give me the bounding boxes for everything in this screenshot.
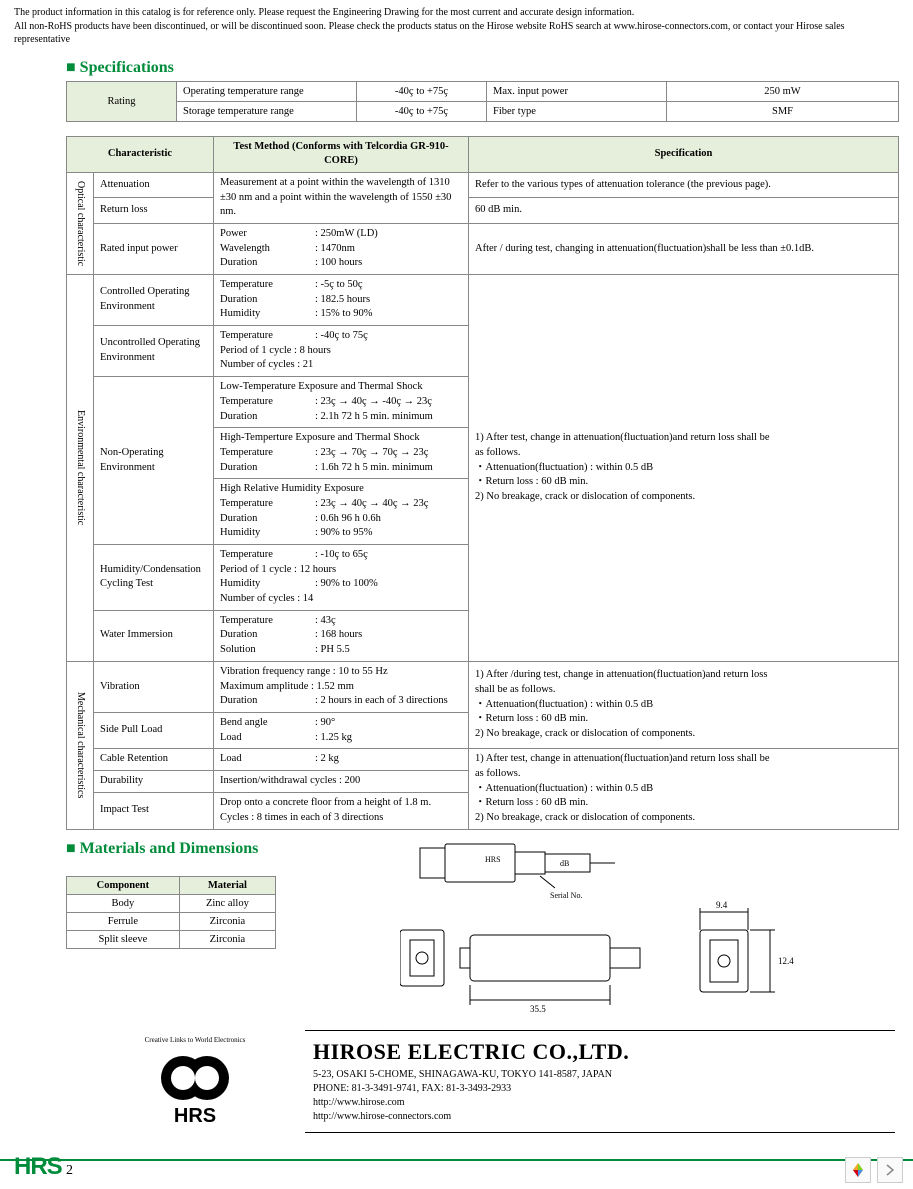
mat-component: Split sleeve xyxy=(67,930,180,948)
dimensions-drawing: HRS dB Serial No. 35.5 9.4 12.4 xyxy=(400,840,880,1020)
company-url: http://www.hirose-connectors.com xyxy=(313,1110,895,1124)
hrs-logo-graphic: Creative Links to World Electronics HRS xyxy=(130,1030,260,1133)
characteristics-table: Characteristic Test Method (Conforms wit… xyxy=(66,136,899,830)
col-header: Component xyxy=(67,876,180,894)
company-address: 5-23, OSAKI 5-CHOME, SHINAGAWA-KU, TOKYO… xyxy=(313,1068,895,1082)
svg-text:12.4: 12.4 xyxy=(778,956,794,966)
mat-component: Ferrule xyxy=(67,912,180,930)
row-label: Non-Operating Environment xyxy=(94,377,214,545)
test-method: Insertion/withdrawal cycles : 200 xyxy=(214,771,469,793)
specification: 60 dB min. xyxy=(469,198,899,224)
rating-label: Operating temperature range xyxy=(177,81,357,101)
test-method: Load: 2 kg xyxy=(214,749,469,771)
category-environmental: Environmental characteristic xyxy=(67,275,94,662)
footer-bar xyxy=(0,1159,913,1161)
svg-text:dB: dB xyxy=(560,859,569,868)
svg-text:HRS: HRS xyxy=(485,855,501,864)
row-label: Attenuation xyxy=(94,172,214,198)
test-method: High-Temperture Exposure and Thermal Sho… xyxy=(214,428,469,479)
rating-label: Storage temperature range xyxy=(177,101,357,121)
specification: After / during test, changing in attenua… xyxy=(469,223,899,274)
rating-value: -40ç to +75ç xyxy=(357,81,487,101)
company-info: HIROSE ELECTRIC CO.,LTD. 5-23, OSAKI 5-C… xyxy=(305,1030,895,1133)
section-title-specifications: Specifications xyxy=(0,49,913,81)
hrs-footer-logo: HRS xyxy=(14,1153,62,1181)
col-header: Specification xyxy=(469,136,899,172)
col-header: Test Method (Conforms with Telcordia GR-… xyxy=(214,136,469,172)
specification: 1) After test, change in attenuation(flu… xyxy=(469,749,899,829)
rating-value: -40ç to +75ç xyxy=(357,101,487,121)
row-label: Controlled Operating Environment xyxy=(94,275,214,326)
disclaimer-block: The product information in this catalog … xyxy=(0,0,913,49)
test-method: Bend angle: 90° Load: 1.25 kg xyxy=(214,712,469,748)
test-method: Vibration frequency range : 10 to 55 Hz … xyxy=(214,661,469,712)
row-label: Return loss xyxy=(94,198,214,224)
row-label: Side Pull Load xyxy=(94,712,214,748)
col-header: Material xyxy=(179,876,275,894)
test-method: Temperature: -40ç to 75ç Period of 1 cyc… xyxy=(214,326,469,377)
svg-text:Serial No.: Serial No. xyxy=(550,891,582,900)
rating-table: Rating Operating temperature range -40ç … xyxy=(66,81,899,122)
row-label: Water Immersion xyxy=(94,610,214,661)
row-label: Rated input power xyxy=(94,223,214,274)
col-header: Characteristic xyxy=(67,136,214,172)
mat-component: Body xyxy=(67,894,180,912)
row-label: Cable Retention xyxy=(94,749,214,771)
mat-material: Zinc alloy xyxy=(179,894,275,912)
row-label: Vibration xyxy=(94,661,214,712)
row-label: Humidity/Condensation Cycling Test xyxy=(94,545,214,611)
svg-text:HRS: HRS xyxy=(174,1105,216,1127)
svg-text:Creative Links to World Electr: Creative Links to World Electronics xyxy=(145,1036,246,1044)
rating-header: Rating xyxy=(67,81,177,121)
page-number: 2 xyxy=(66,1163,73,1179)
specification: 1) After test, change in attenuation(flu… xyxy=(469,275,899,662)
test-method: Power: 250mW (LD) Wavelength: 1470nm Dur… xyxy=(214,223,469,274)
rating-label: Fiber type xyxy=(487,101,667,121)
test-method: Measurement at a point within the wavele… xyxy=(214,172,469,223)
company-phone: PHONE: 81-3-3491-9741, FAX: 81-3-3493-29… xyxy=(313,1082,895,1096)
mat-material: Zirconia xyxy=(179,930,275,948)
disclaimer-line: All non-RoHS products have been disconti… xyxy=(14,20,899,47)
disclaimer-line: The product information in this catalog … xyxy=(14,6,899,20)
row-label: Durability xyxy=(94,771,214,793)
materials-table: Component Material BodyZinc alloy Ferrul… xyxy=(66,876,276,949)
test-method: Drop onto a concrete floor from a height… xyxy=(214,792,469,829)
category-optical: Optical characteristic xyxy=(67,172,94,274)
specification: Refer to the various types of attenuatio… xyxy=(469,172,899,198)
row-label: Impact Test xyxy=(94,792,214,829)
test-method: High Relative Humidity Exposure Temperat… xyxy=(214,479,469,545)
rating-value: SMF xyxy=(667,101,899,121)
company-url: http://www.hirose.com xyxy=(313,1096,895,1110)
rating-value: 250 mW xyxy=(667,81,899,101)
test-method: Temperature: 43ç Duration: 168 hours Sol… xyxy=(214,610,469,661)
test-method: Temperature: -10ç to 65ç Period of 1 cyc… xyxy=(214,545,469,611)
row-label: Uncontrolled Operating Environment xyxy=(94,326,214,377)
svg-text:9.4: 9.4 xyxy=(716,900,728,910)
test-method: Low-Temperature Exposure and Thermal Sho… xyxy=(214,377,469,428)
nav-color-icon[interactable] xyxy=(845,1157,871,1183)
mat-material: Zirconia xyxy=(179,912,275,930)
rating-label: Max. input power xyxy=(487,81,667,101)
specification: 1) After /during test, change in attenua… xyxy=(469,661,899,748)
svg-text:35.5: 35.5 xyxy=(530,1004,546,1014)
nav-next-icon[interactable] xyxy=(877,1157,903,1183)
category-mechanical: Mechanical characteristics xyxy=(67,661,94,829)
test-method: Temperature: -5ç to 50ç Duration: 182.5 … xyxy=(214,275,469,326)
company-name: HIROSE ELECTRIC CO.,LTD. xyxy=(313,1039,895,1065)
